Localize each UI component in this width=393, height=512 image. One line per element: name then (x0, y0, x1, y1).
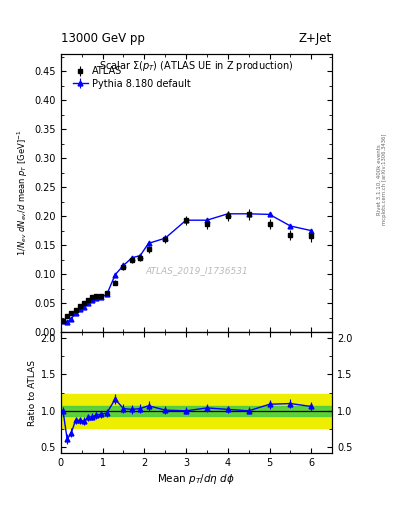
Text: 13000 GeV pp: 13000 GeV pp (61, 32, 145, 45)
Text: mcplots.cern.ch [arXiv:1306.3436]: mcplots.cern.ch [arXiv:1306.3436] (382, 134, 387, 225)
Text: ATLAS_2019_I1736531: ATLAS_2019_I1736531 (145, 266, 248, 275)
Bar (61, 406, 332, 416)
Text: Z+Jet: Z+Jet (299, 32, 332, 45)
Y-axis label: $1/N_{ev}\ dN_{ev}/d$ mean $p_T\ [\mathrm{GeV}]^{-1}$: $1/N_{ev}\ dN_{ev}/d$ mean $p_T\ [\mathr… (16, 130, 30, 256)
Text: Rivet 3.1.10, 400k events: Rivet 3.1.10, 400k events (377, 144, 382, 215)
Text: Scalar $\Sigma(p_T)$ (ATLAS UE in Z production): Scalar $\Sigma(p_T)$ (ATLAS UE in Z prod… (99, 59, 294, 73)
X-axis label: Mean $p_T/d\eta\ d\phi$: Mean $p_T/d\eta\ d\phi$ (158, 472, 235, 486)
Legend: ATLAS, Pythia 8.180 default: ATLAS, Pythia 8.180 default (71, 64, 192, 91)
Bar (61, 394, 332, 428)
Y-axis label: Ratio to ATLAS: Ratio to ATLAS (28, 359, 37, 425)
